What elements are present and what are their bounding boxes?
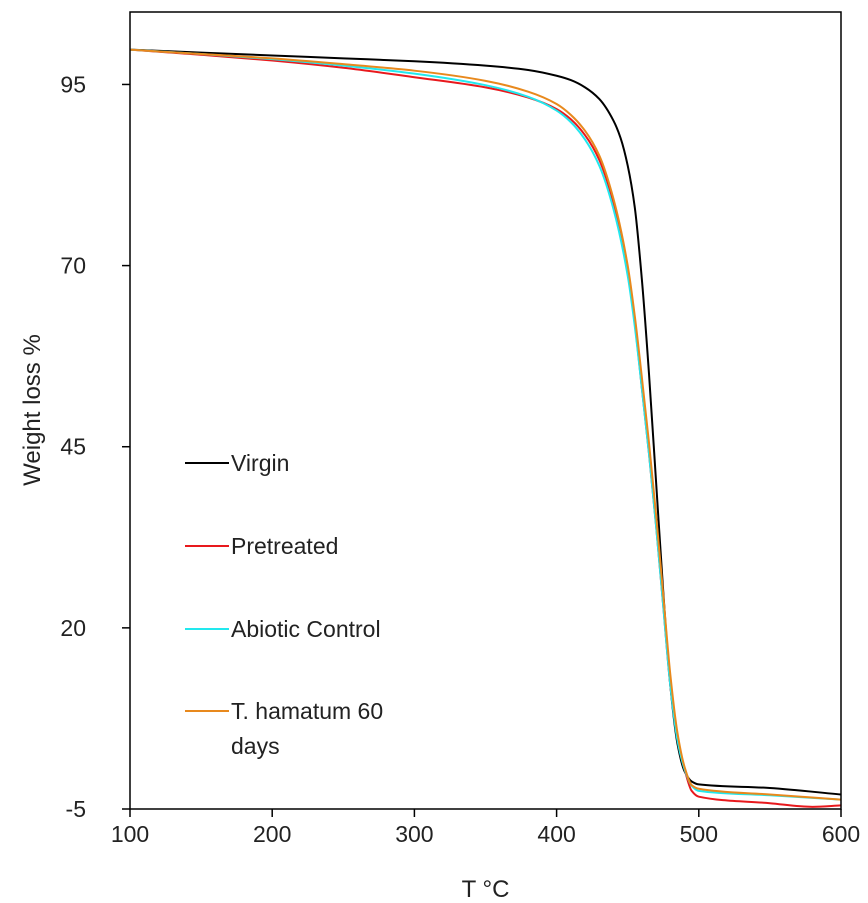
series-line-3	[129, 48, 842, 801]
y-tick-label: 70	[60, 253, 86, 279]
x-tick-label: 300	[395, 821, 433, 847]
x-axis-ticks: 100 200 300 400 500 600	[111, 809, 860, 847]
x-tick-label: 100	[111, 821, 149, 847]
legend-label: Virgin	[231, 450, 289, 476]
x-tick-label: 500	[680, 821, 718, 847]
plot-background	[130, 12, 841, 809]
y-axis-ticks: -5 20 45 70 95	[60, 71, 130, 822]
y-tick-label: 95	[60, 71, 86, 97]
legend-label: T. hamatum 60 days	[231, 698, 383, 759]
x-tick-label: 400	[537, 821, 575, 847]
legend-item-2: Abiotic Control	[185, 616, 381, 642]
legend: Virgin Pretreated Abiotic Control T. hamatu…	[185, 450, 383, 759]
series-layer	[129, 48, 842, 808]
legend-item-3: T. hamatum 60 days	[185, 698, 383, 759]
y-axis-title: Weight loss %	[19, 334, 46, 486]
legend-item-1: Pretreated	[185, 533, 338, 559]
y-tick-label: 45	[60, 434, 86, 460]
y-tick-label: 20	[60, 615, 86, 641]
y-tick-label: -5	[66, 796, 86, 822]
legend-item-0: Virgin	[185, 450, 289, 476]
legend-label: Abiotic Control	[231, 616, 381, 642]
plot-frame	[129, 11, 842, 810]
x-tick-label: 200	[253, 821, 291, 847]
x-tick-label: 600	[822, 821, 860, 847]
legend-label: Pretreated	[231, 533, 338, 559]
x-axis-title: T °C	[462, 876, 510, 903]
